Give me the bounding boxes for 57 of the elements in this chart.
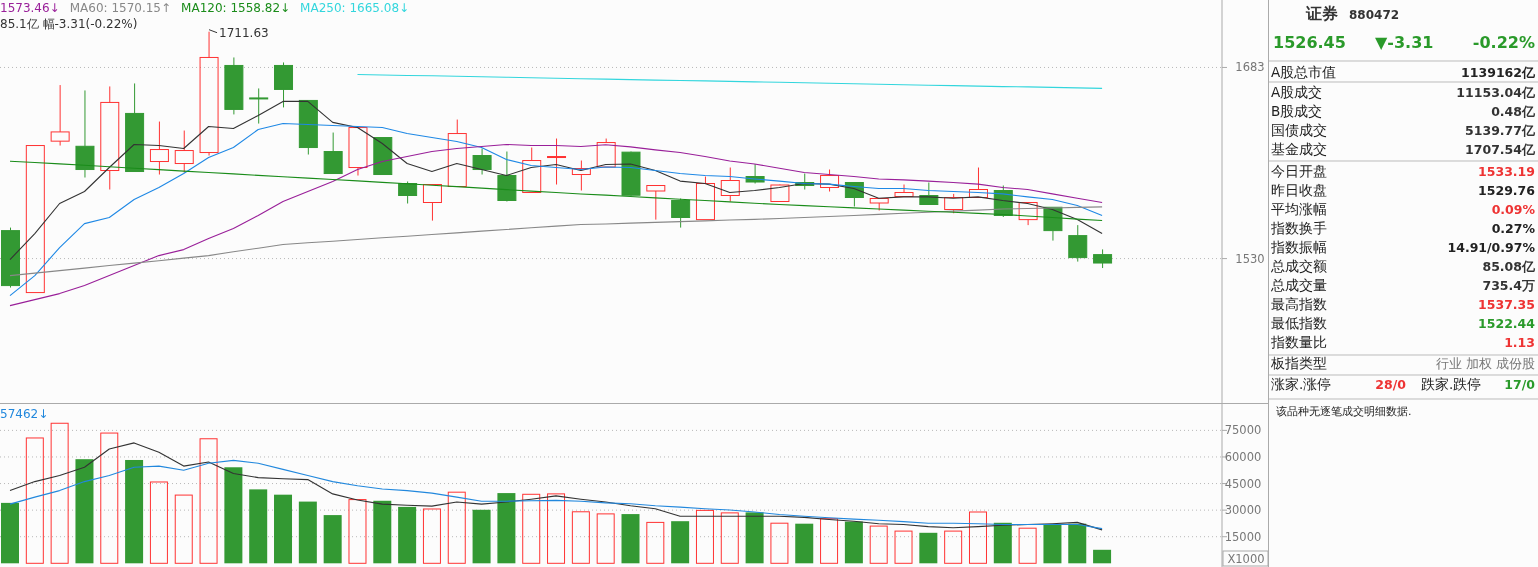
- text: 涨家.涨停: [1271, 376, 1332, 392]
- text: 国债成交: [1271, 122, 1327, 138]
- text: 1.13: [1504, 335, 1535, 350]
- annotation: 85.1亿 幅-3.31(-0.22%): [0, 17, 138, 31]
- y-tick-label: 30000: [1224, 503, 1262, 518]
- text: A股总市值: [1271, 64, 1337, 80]
- y-tick-label: 75000: [1224, 423, 1262, 438]
- text: B股成交: [1271, 103, 1323, 119]
- text: 指数振幅: [1270, 239, 1327, 255]
- y-tick-label: 1530: [1235, 251, 1265, 266]
- text: 5139.77亿: [1465, 123, 1536, 138]
- text: 跌家.跌停: [1421, 376, 1482, 392]
- text: 今日开盘: [1271, 163, 1327, 179]
- text: 该品种无逐笔成交明细数据.: [1276, 405, 1412, 418]
- text: MA120: 1558.82↓: [181, 1, 291, 15]
- text: 1573.46↓: [0, 1, 60, 15]
- y-tick-label: 15000: [1224, 529, 1262, 544]
- text: X1000: [1227, 552, 1265, 566]
- y-tick-label: 45000: [1224, 476, 1262, 491]
- text: 昨日收盘: [1271, 182, 1327, 198]
- text: 指数换手: [1270, 220, 1327, 236]
- text: 1522.44: [1478, 316, 1536, 331]
- text: 最高指数: [1271, 296, 1327, 312]
- text: 1529.76: [1478, 183, 1536, 198]
- text: -0.22%: [1472, 33, 1535, 52]
- text: MA250: 1665.08↓: [300, 1, 410, 15]
- text: 平均涨幅: [1271, 201, 1327, 217]
- text: 17/0: [1504, 377, 1536, 392]
- text: 板指类型: [1270, 355, 1327, 371]
- text: 880472: [1349, 8, 1400, 22]
- text: MA60: 1570.15↑: [69, 1, 172, 15]
- text: 14.91/0.97%: [1447, 240, 1536, 255]
- text: 1537.35: [1478, 297, 1535, 312]
- text: 0.09%: [1491, 202, 1536, 217]
- text: 基金成交: [1271, 141, 1327, 157]
- text: A股成交: [1271, 84, 1323, 100]
- text: 最低指数: [1271, 315, 1327, 331]
- text: 1533.19: [1478, 164, 1535, 179]
- text: 57462↓: [0, 407, 49, 421]
- text: 0.48亿: [1491, 104, 1536, 119]
- text: 总成交额: [1270, 258, 1327, 274]
- text: 总成交量: [1270, 277, 1327, 293]
- text: 1707.54亿: [1465, 142, 1536, 157]
- text: 0.27%: [1491, 221, 1536, 236]
- text: 1526.45: [1273, 33, 1346, 52]
- text: 28/0: [1375, 377, 1407, 392]
- y-tick-label: 60000: [1224, 449, 1262, 464]
- annotation: 1711.63: [219, 25, 269, 40]
- y-tick-label: 1683: [1235, 60, 1265, 75]
- text: ▼-3.31: [1375, 33, 1434, 52]
- text: 1139162亿: [1461, 65, 1536, 80]
- text: 85.08亿: [1482, 259, 1536, 274]
- text: 指数量比: [1270, 334, 1327, 350]
- text: 证券: [1305, 4, 1338, 23]
- text: 行业 加权 成份股: [1436, 356, 1535, 371]
- text: 11153.04亿: [1456, 85, 1536, 100]
- text: 735.4万: [1482, 278, 1535, 293]
